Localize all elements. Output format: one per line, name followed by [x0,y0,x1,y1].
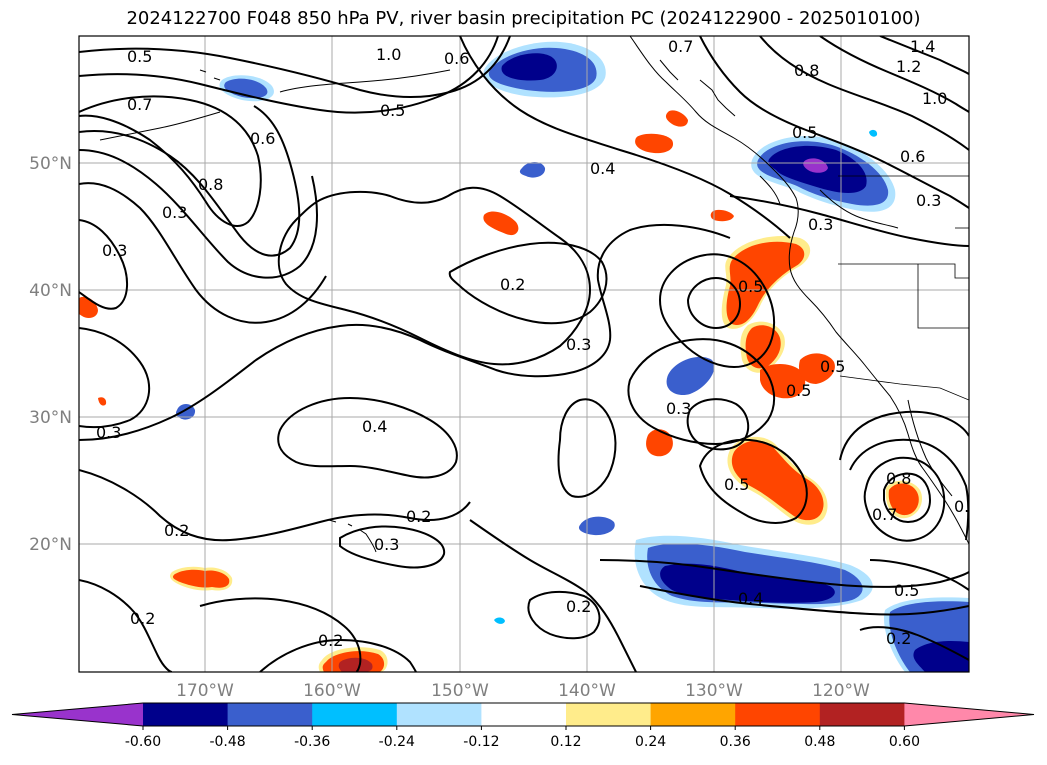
contour-label: 0.3 [808,215,833,234]
contour-label: 0.5 [786,381,811,400]
negative-region-gulf-of-alaska [483,41,606,98]
contour-label: 0.8 [198,175,223,194]
contour-label: 1.4 [910,37,935,56]
negative-region-southeast [884,597,969,672]
lon-label-130w: 130°W [685,681,743,701]
contour-label: 0.3 [162,203,187,222]
contour-label: 0.5 [792,123,817,142]
lat-label-50n: 50°N [29,154,72,174]
contour-label: 0.5 [724,475,749,494]
shading-layer [79,41,969,672]
contour-label: 0.3 [666,399,691,418]
contour-label: 0.5 [380,101,405,120]
colorbar-swatch [143,703,229,726]
lon-label-120w: 120°W [812,681,870,701]
political-borders [838,175,969,401]
contour-label: 0.6 [900,147,925,166]
colorbar-tick-label: 0.48 [804,734,835,750]
positive-region-california [721,236,835,399]
contour-label: 0.4 [362,417,387,436]
contour-label: 0.4 [738,589,763,608]
colorbar-swatch [819,703,905,726]
colorbar-swatch [227,703,313,726]
contour-label: 0.2 [500,275,525,294]
colorbar-tick-label: -0.60 [125,734,161,750]
contour-label: 0.6 [250,129,275,148]
colorbar-tick-label: -0.24 [379,734,415,750]
colorbar-tick-label: 0.12 [550,734,581,750]
lon-label-170w: 170°W [176,681,234,701]
colorbar-extend-max [904,703,1034,726]
contour-label: 1.0 [922,89,947,108]
lon-label-140w: 140°W [558,681,616,701]
contour-label: 0.2 [406,507,431,526]
contour-label: 0.2 [566,597,591,616]
negative-region-small-blobs [176,129,878,624]
contour-label: 0.2 [130,609,155,628]
contour-label: 0.2 [886,629,911,648]
positive-region-subtropical [646,429,923,525]
positive-region-small-blobs [79,110,734,672]
contour-label: 0.2 [164,521,189,540]
lat-label-30n: 30°N [29,408,72,428]
contour-label: 0.6 [954,497,979,516]
longitude-labels: 170°W 160°W 150°W 140°W 130°W 120°W [176,681,870,701]
colorbar-tick-label: 0.24 [635,734,666,750]
colorbar-swatch [481,703,567,726]
coastlines [99,36,969,553]
contour-label: 0.2 [318,631,343,650]
contour-label: 0.8 [886,469,911,488]
colorbar-extend-min [12,703,143,726]
colorbar-swatch [566,703,652,726]
contour-label: 0.3 [102,241,127,260]
contour-label: 1.0 [376,45,401,64]
negative-region-west-aleutian [219,75,274,102]
colorbar-tick-label: -0.36 [294,734,330,750]
lon-label-150w: 150°W [431,681,489,701]
contour-labels: 0.5 0.7 1.0 0.6 0.5 0.6 0.8 0.3 0.3 0.4 … [96,37,979,650]
negative-region-pacific-northwest [751,136,896,212]
contour-label: 0.3 [916,191,941,210]
map-frame [78,35,970,673]
contour-label: 0.3 [96,423,121,442]
contour-label: 0.3 [374,535,399,554]
lat-label-20n: 20°N [29,535,72,555]
plot-title: 2024122700 F048 850 hPa PV, river basin … [126,8,921,29]
contour-label: 0.7 [872,505,897,524]
grid-lines [79,36,969,672]
latitude-labels: 50°N 40°N 30°N 20°N [29,154,72,555]
contour-label: 0.5 [127,47,152,66]
contour-label: 1.2 [896,57,921,76]
contour-label: 0.5 [738,277,763,296]
contour-label: 0.5 [820,357,845,376]
colorbar-tick-label: -0.12 [463,734,499,750]
colorbar-tick-label: 0.36 [720,734,751,750]
pv-contours [79,36,969,672]
colorbar-swatch [735,703,821,726]
colorbar: -0.60 -0.48 -0.36 -0.24 -0.12 0.12 0.24 0.36 0.4… [11,702,1035,750]
colorbar-swatch [396,703,482,726]
contour-label: 0.8 [794,61,819,80]
contour-label: 0.4 [590,159,615,178]
contour-label: 0.3 [566,335,591,354]
colorbar-swatch [650,703,736,726]
colorbar-swatch [312,703,398,726]
contour-label: 0.7 [127,95,152,114]
colorbar-tick-label: 0.60 [889,734,920,750]
lon-label-160w: 160°W [303,681,361,701]
contour-label: 0.6 [444,49,469,68]
contour-label: 0.5 [894,581,919,600]
contour-label: 0.7 [668,37,693,56]
colorbar-tick-label: -0.48 [209,734,245,750]
lat-label-40n: 40°N [29,281,72,301]
